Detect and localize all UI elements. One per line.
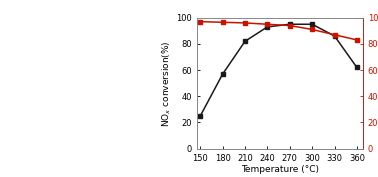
Y-axis label: NO$_x$ conversion(%): NO$_x$ conversion(%) xyxy=(161,40,173,127)
X-axis label: Temperature (°C): Temperature (°C) xyxy=(241,165,319,174)
